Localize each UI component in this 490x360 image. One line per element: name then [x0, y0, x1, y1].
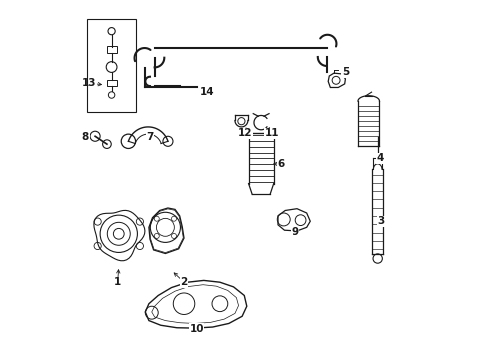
Text: 2: 2	[180, 277, 188, 287]
Text: 4: 4	[377, 153, 384, 163]
Text: 14: 14	[200, 87, 215, 97]
Text: 10: 10	[189, 324, 204, 334]
Text: 1: 1	[114, 277, 122, 287]
Bar	[87, 19, 136, 112]
Text: 11: 11	[265, 129, 279, 138]
Text: 3: 3	[378, 216, 385, 226]
Text: 8: 8	[82, 132, 89, 142]
Text: 12: 12	[238, 129, 252, 138]
Text: 6: 6	[277, 159, 285, 169]
Text: 9: 9	[292, 227, 299, 237]
Text: 7: 7	[147, 132, 154, 142]
Text: 5: 5	[342, 67, 349, 77]
Text: 13: 13	[82, 78, 96, 88]
